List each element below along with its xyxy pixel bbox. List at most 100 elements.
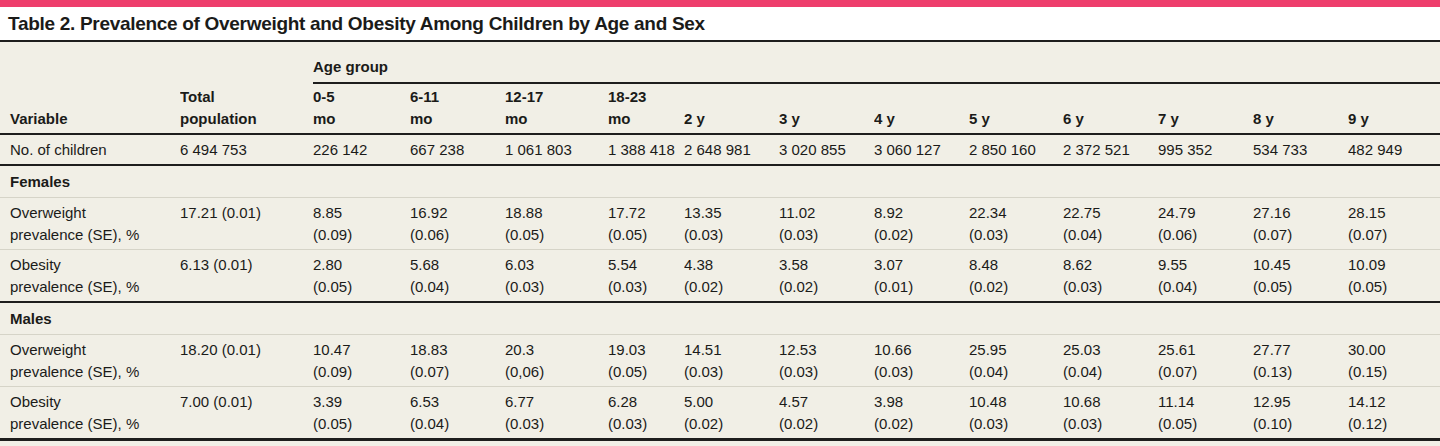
value-line: (0.04) [1063, 224, 1152, 246]
label-line: Obesity [10, 391, 174, 413]
accent-bar [0, 0, 1440, 7]
age-column-header: 18-23mo [608, 83, 684, 134]
row-label: Overweightprevalence (SE), % [0, 198, 180, 250]
value-line: 27.77 [1253, 339, 1342, 361]
value-line: (0.04) [969, 361, 1057, 383]
cell-value: 25.03(0.04) [1063, 335, 1158, 387]
total-population-value: 6 494 753 [180, 134, 313, 165]
header-line: 3 y [779, 108, 868, 130]
cell-value: 3.07(0.01) [874, 250, 969, 303]
value-line: (0.04) [410, 276, 499, 298]
cell-value: 9.55(0.04) [1158, 250, 1253, 303]
value-line: 482 949 [1348, 139, 1434, 161]
cell-value: 2 648 981 [684, 134, 779, 165]
cell-value: 3.39(0.05) [313, 387, 410, 440]
prevalence-table-wrap: Age group Variable Total population 0-5m… [0, 42, 1440, 446]
table-row: Obesityprevalence (SE), %6.13 (0.01)2.80… [0, 250, 1440, 303]
value-line: 13.35 [684, 202, 773, 224]
label-line: prevalence (SE), % [10, 413, 174, 435]
value-line: 9.55 [1158, 254, 1247, 276]
age-column-header: 8 y [1253, 83, 1348, 134]
cell-value: 2 372 521 [1063, 134, 1158, 165]
header-line: mo [410, 108, 499, 130]
cell-value: 14.12(0.12) [1348, 387, 1440, 440]
value-line: 12.95 [1253, 391, 1342, 413]
total-population-value: 7.00 (0.01) [180, 387, 313, 440]
value-line: (0.03) [1063, 413, 1152, 435]
header-line: 18-23 [608, 86, 678, 108]
value-line: (0.05) [1158, 413, 1247, 435]
section-row: Females [0, 165, 1440, 198]
value-line: 22.34 [969, 202, 1057, 224]
value-line: (0.03) [969, 413, 1057, 435]
cell-value: 27.77(0.13) [1253, 335, 1348, 387]
cell-value: 12.95(0.10) [1253, 387, 1348, 440]
value-line: (0.03) [608, 413, 678, 435]
value-line: 11.14 [1158, 391, 1247, 413]
value-line: (0.03) [684, 224, 773, 246]
cell-value: 22.75(0.04) [1063, 198, 1158, 250]
total-population-value: 18.20 (0.01) [180, 335, 313, 387]
value-line: (0.05) [1348, 276, 1434, 298]
column-header-row: Variable Total population 0-5mo6-11mo12-… [0, 83, 1440, 134]
cell-value: 11.02(0.03) [779, 198, 874, 250]
age-group-label: Age group [313, 42, 1440, 83]
cell-value: 1 061 803 [505, 134, 608, 165]
age-column-header: 6 y [1063, 83, 1158, 134]
value-line: 3.58 [779, 254, 868, 276]
cell-value: 27.16(0.07) [1253, 198, 1348, 250]
value-line: (0.05) [1253, 276, 1342, 298]
value-line: 2 648 981 [684, 139, 773, 161]
value-line: 6.77 [505, 391, 602, 413]
value-line: (0.04) [410, 413, 499, 435]
value-line: (0.09) [313, 361, 404, 383]
value-line: (0.10) [1253, 413, 1342, 435]
prevalence-table: Age group Variable Total population 0-5m… [0, 42, 1440, 441]
header-line: 8 y [1253, 108, 1342, 130]
table-row: Obesityprevalence (SE), % 7.00 (0.01)3.39… [0, 387, 1440, 440]
cell-value: 1 388 418 [608, 134, 684, 165]
total-population-value: 17.21 (0.01) [180, 198, 313, 250]
value-line: 3 020 855 [779, 139, 868, 161]
row-label: No. of children [0, 134, 180, 165]
cell-value: 18.83(0.07) [410, 335, 505, 387]
value-line: 2.80 [313, 254, 404, 276]
cell-value: 8.85(0.09) [313, 198, 410, 250]
value-line: 30.00 [1348, 339, 1434, 361]
total-population-column-header: Total population [180, 83, 313, 134]
cell-value: 8.48(0.02) [969, 250, 1063, 303]
value-line: (0.15) [1348, 361, 1434, 383]
value-line: 24.79 [1158, 202, 1247, 224]
value-line: (0.09) [313, 224, 404, 246]
cell-value: 5.00(0.02) [684, 387, 779, 440]
value-line: (0.07) [410, 361, 499, 383]
total-population-value: 6.13 (0.01) [180, 250, 313, 303]
cell-value: 6.03(0.03) [505, 250, 608, 303]
cell-value: 10.66(0.03) [874, 335, 969, 387]
header-line: 12-17 [505, 86, 602, 108]
value-line: (0.06) [410, 224, 499, 246]
label-line: Obesity [10, 254, 174, 276]
value-line: 18.83 [410, 339, 499, 361]
header-line: 6 y [1063, 108, 1152, 130]
value-line: 27.16 [1253, 202, 1342, 224]
label-line: No. of children [10, 139, 174, 161]
value-line: 20.3 [505, 339, 602, 361]
cell-value: 5.68(0.04) [410, 250, 505, 303]
value-line: (0.03) [505, 276, 602, 298]
age-column-header: 5 y [969, 83, 1063, 134]
value-line: (0.03) [608, 276, 678, 298]
cell-value: 25.61(0.07) [1158, 335, 1253, 387]
cell-value: 17.72(0.05) [608, 198, 684, 250]
header-line: 9 y [1348, 108, 1434, 130]
value-line: 5.00 [684, 391, 773, 413]
value-line: 4.38 [684, 254, 773, 276]
value-line: 14.12 [1348, 391, 1434, 413]
value-line: (0.03) [969, 224, 1057, 246]
cell-value: 226 142 [313, 134, 410, 165]
value-line: 8.85 [313, 202, 404, 224]
header-line: mo [608, 108, 678, 130]
value-line: 10.09 [1348, 254, 1434, 276]
value-line: 2 372 521 [1063, 139, 1152, 161]
value-line: (0.03) [779, 361, 868, 383]
